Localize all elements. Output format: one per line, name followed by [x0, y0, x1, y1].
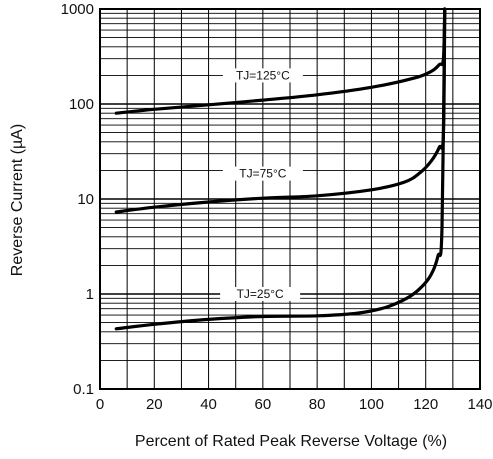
curve-tj-75-c	[114, 7, 447, 214]
y-tick-label: 100	[69, 96, 94, 113]
y-tick-label: 0.1	[73, 381, 94, 398]
y-tick-label: 1000	[61, 1, 94, 18]
x-tick-label: 80	[309, 396, 326, 413]
curve-label-bg	[220, 287, 301, 301]
x-tick-label: 120	[413, 396, 438, 413]
curve-labels: TJ=125°C TJ=75°C TJ=25°C	[220, 68, 303, 301]
y-tick-label: 10	[77, 191, 94, 208]
x-tick-label: 60	[255, 396, 272, 413]
x-tick-label: 20	[146, 396, 163, 413]
x-tick-label: 140	[467, 396, 492, 413]
x-tick-label: 0	[96, 396, 104, 413]
x-tick-labels: 0 20 40 60 80 100 120 140	[96, 396, 493, 413]
x-axis-title: Percent of Rated Peak Reverse Voltage (%…	[135, 433, 447, 450]
curve-label: TJ=75°C	[239, 167, 286, 181]
grid	[100, 9, 480, 389]
curves	[114, 7, 447, 331]
curve-label: TJ=25°C	[237, 287, 284, 301]
y-tick-labels: 0.1 1 10 100 1000	[61, 1, 94, 398]
y-tick-label: 1	[86, 286, 94, 303]
curve-label-bg	[222, 166, 303, 181]
y-axis-title: Reverse Current (µA)	[9, 124, 26, 276]
x-tick-label: 100	[359, 396, 384, 413]
curve-label: TJ=125°C	[236, 68, 290, 82]
curve-tj-125-c	[114, 7, 447, 115]
curve-label-bg	[222, 68, 303, 83]
curve-tj-25-c	[114, 7, 447, 331]
x-tick-label: 40	[200, 396, 217, 413]
plot-frame	[99, 8, 481, 390]
